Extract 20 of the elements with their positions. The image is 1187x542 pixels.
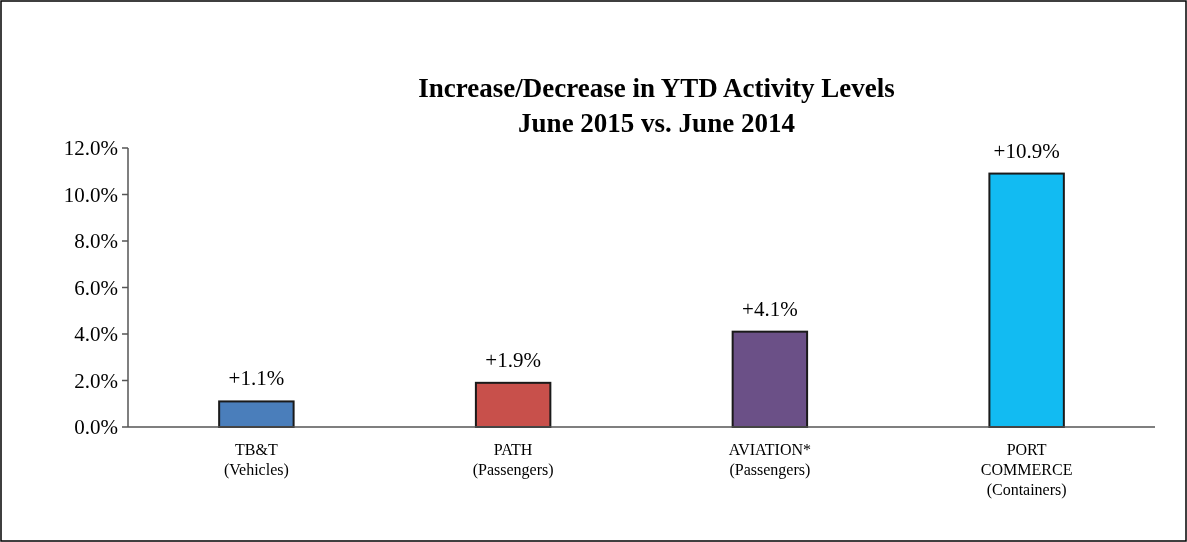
- bar: [988, 172, 1065, 428]
- y-tick-label: 8.0%: [74, 229, 118, 254]
- x-tick-label: AVIATION* (Passengers): [728, 441, 812, 479]
- y-tick-label: 4.0%: [74, 322, 118, 347]
- y-tick-label: 12.0%: [63, 136, 118, 161]
- x-tick-label: PATH (Passengers): [472, 441, 554, 479]
- y-tick-label: 6.0%: [74, 275, 118, 300]
- x-tick-label: TB&T (Vehicles): [223, 441, 289, 479]
- chart-title: Increase/Decrease in YTD Activity Levels June 2015 vs. June 2014: [418, 73, 895, 138]
- y-tick-label: 0.0%: [74, 415, 118, 440]
- y-tick-label: 2.0%: [74, 368, 118, 393]
- x-tick-label: PORT COMMERCE (Containers): [980, 441, 1073, 499]
- bar: [474, 381, 552, 428]
- data-label: +1.1%: [228, 366, 285, 391]
- data-label: +1.9%: [485, 347, 541, 372]
- bar: [218, 400, 295, 428]
- data-label: +10.9%: [993, 138, 1060, 163]
- y-tick-label: 10.0%: [63, 182, 118, 207]
- data-label: +4.1%: [742, 296, 798, 321]
- bar: [731, 330, 809, 428]
